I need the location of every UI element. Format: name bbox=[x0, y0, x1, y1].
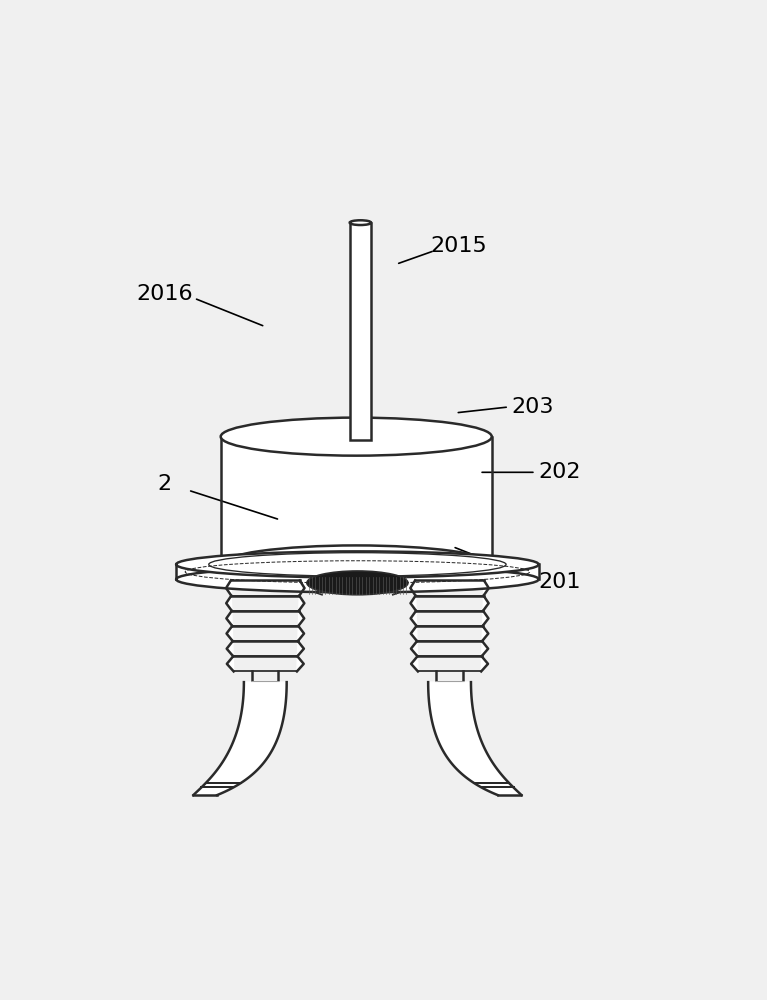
Ellipse shape bbox=[307, 571, 408, 595]
Text: 202: 202 bbox=[538, 462, 581, 482]
Text: 203: 203 bbox=[512, 397, 554, 417]
Polygon shape bbox=[482, 641, 488, 656]
Polygon shape bbox=[226, 626, 232, 641]
Polygon shape bbox=[481, 656, 488, 671]
Polygon shape bbox=[483, 596, 489, 611]
Ellipse shape bbox=[176, 566, 538, 592]
Polygon shape bbox=[298, 611, 304, 626]
Text: 2: 2 bbox=[157, 474, 171, 494]
Polygon shape bbox=[227, 641, 233, 656]
Polygon shape bbox=[410, 611, 416, 626]
Polygon shape bbox=[411, 626, 417, 641]
Polygon shape bbox=[298, 626, 304, 641]
Ellipse shape bbox=[221, 418, 492, 456]
Polygon shape bbox=[227, 656, 234, 671]
Polygon shape bbox=[299, 580, 304, 596]
Polygon shape bbox=[411, 656, 418, 671]
Polygon shape bbox=[299, 596, 304, 611]
Polygon shape bbox=[410, 580, 416, 596]
Polygon shape bbox=[226, 611, 232, 626]
Polygon shape bbox=[411, 641, 417, 656]
Polygon shape bbox=[428, 682, 522, 795]
Text: 2016: 2016 bbox=[136, 284, 193, 304]
Polygon shape bbox=[226, 580, 232, 596]
Polygon shape bbox=[298, 641, 304, 656]
Bar bbox=[350, 223, 371, 440]
Polygon shape bbox=[193, 682, 287, 795]
Polygon shape bbox=[483, 580, 489, 596]
Polygon shape bbox=[482, 611, 489, 626]
Bar bbox=[176, 564, 538, 579]
Text: 2015: 2015 bbox=[430, 236, 487, 256]
Bar bbox=[221, 437, 492, 564]
Polygon shape bbox=[297, 656, 304, 671]
Text: 201: 201 bbox=[538, 572, 581, 592]
Ellipse shape bbox=[176, 551, 538, 578]
Ellipse shape bbox=[221, 545, 492, 583]
Polygon shape bbox=[482, 626, 489, 641]
Polygon shape bbox=[410, 596, 416, 611]
Ellipse shape bbox=[350, 220, 371, 225]
Polygon shape bbox=[226, 596, 232, 611]
